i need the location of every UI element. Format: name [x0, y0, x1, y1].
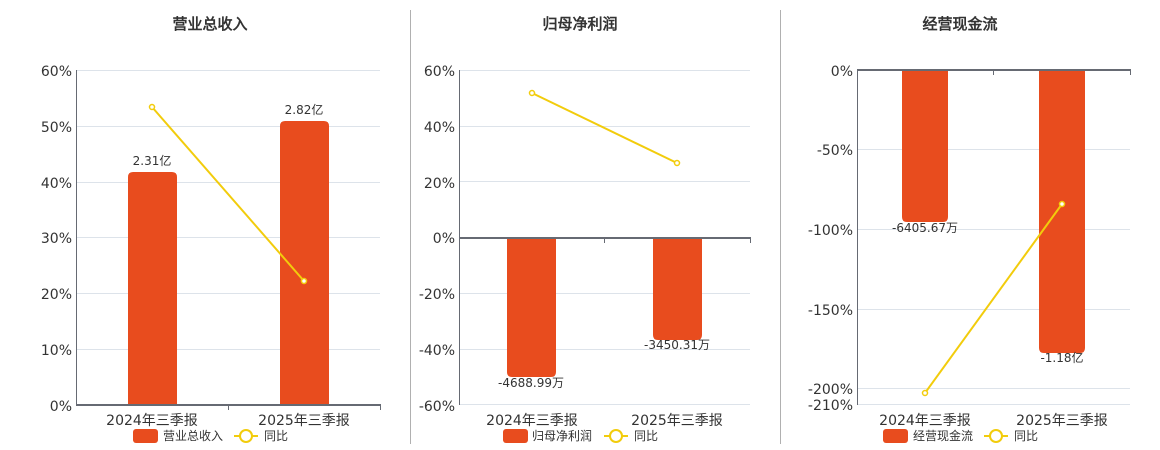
bar-label: 2.31亿	[133, 153, 172, 168]
svg-text:0%: 0%	[831, 64, 853, 80]
y-axis-labels: 60% 50% 40% 30% 20% 10% 0%	[41, 64, 72, 415]
svg-text:-210%: -210%	[808, 398, 853, 414]
bar-label: -6405.67万	[892, 221, 958, 235]
legend-line-label: 同比	[634, 429, 658, 443]
x-axis-label: 2025年三季报	[258, 413, 350, 429]
panel-divider	[410, 10, 411, 444]
legend-line-label: 同比	[264, 429, 288, 443]
svg-text:-200%: -200%	[808, 382, 853, 398]
legend-bar-swatch	[503, 429, 528, 443]
svg-text:0%: 0%	[433, 231, 455, 247]
bar-2025[interactable]	[1039, 70, 1085, 353]
legend[interactable]: 经营现金流 同比	[883, 428, 1038, 443]
svg-text:-20%: -20%	[419, 287, 455, 303]
bar-2024[interactable]	[507, 238, 556, 377]
legend-bar-label: 归母净利润	[532, 429, 592, 443]
x-axis-label: 2024年三季报	[879, 413, 971, 429]
legend-bar-label: 营业总收入	[163, 429, 223, 443]
panel-divider	[780, 10, 781, 444]
y-axis-labels: 0% -50% -100% -150% -200% -210%	[808, 64, 853, 414]
bar-label: -3450.31万	[644, 338, 710, 352]
svg-text:0%: 0%	[50, 399, 72, 415]
gridlines	[77, 70, 380, 350]
yoy-line	[531, 92, 678, 164]
bar-label: -4688.99万	[498, 376, 564, 390]
svg-text:20%: 20%	[424, 176, 455, 192]
x-axis-label: 2024年三季报	[486, 413, 578, 429]
legend-line-label: 同比	[1014, 429, 1038, 443]
x-axis-label: 2025年三季报	[631, 413, 723, 429]
svg-text:-150%: -150%	[808, 303, 853, 319]
yoy-point[interactable]	[148, 103, 156, 111]
legend[interactable]: 归母净利润 同比	[503, 429, 658, 443]
chart-title: 归母净利润	[542, 15, 617, 33]
gridlines	[858, 149, 1130, 405]
yoy-point[interactable]	[528, 89, 536, 97]
legend-bar-label: 经营现金流	[913, 428, 973, 443]
yoy-point[interactable]	[921, 389, 929, 397]
bar-2024[interactable]	[902, 70, 948, 222]
svg-text:50%: 50%	[41, 120, 72, 136]
bar-2025[interactable]	[280, 121, 329, 405]
legend-bar-swatch	[883, 429, 908, 443]
yoy-line	[924, 203, 1063, 394]
svg-text:60%: 60%	[424, 64, 455, 80]
svg-text:40%: 40%	[424, 120, 455, 136]
bar-2024[interactable]	[128, 172, 177, 405]
svg-text:60%: 60%	[41, 64, 72, 80]
bar-label: -1.18亿	[1040, 350, 1083, 365]
legend-line-marker	[239, 429, 253, 443]
legend[interactable]: 营业总收入 同比	[133, 429, 288, 443]
chart-revenue: 营业总收入 60% 50% 40% 30% 20% 10% 0% 2.31亿 2…	[41, 15, 381, 443]
yoy-point[interactable]	[300, 277, 308, 285]
svg-text:20%: 20%	[41, 287, 72, 303]
x-axis-label: 2025年三季报	[1016, 413, 1108, 429]
yoy-point[interactable]	[1058, 200, 1066, 208]
legend-bar-swatch	[133, 429, 158, 443]
bar-label: 2.82亿	[285, 102, 324, 117]
yoy-line	[151, 106, 305, 282]
x-axis-label: 2024年三季报	[106, 413, 198, 429]
legend-line-marker	[609, 429, 623, 443]
chart-operating-cashflow: 经营现金流 0% -50% -100% -150% -200% -210% -6…	[808, 15, 1131, 443]
chart-net-profit: 归母净利润 60% 40% 20% 0% -20% -40% -60% -468…	[419, 15, 751, 443]
legend-line-marker	[989, 429, 1003, 443]
svg-text:-50%: -50%	[817, 143, 853, 159]
y-axis-labels: 60% 40% 20% 0% -20% -40% -60%	[419, 64, 455, 415]
svg-text:-100%: -100%	[808, 223, 853, 239]
yoy-point[interactable]	[673, 159, 681, 167]
svg-text:10%: 10%	[41, 343, 72, 359]
svg-text:40%: 40%	[41, 176, 72, 192]
svg-text:-60%: -60%	[419, 399, 455, 415]
chart-title: 经营现金流	[922, 15, 997, 33]
svg-text:-40%: -40%	[419, 343, 455, 359]
bar-2025[interactable]	[653, 238, 702, 340]
chart-title: 营业总收入	[172, 15, 247, 33]
svg-text:30%: 30%	[41, 231, 72, 247]
